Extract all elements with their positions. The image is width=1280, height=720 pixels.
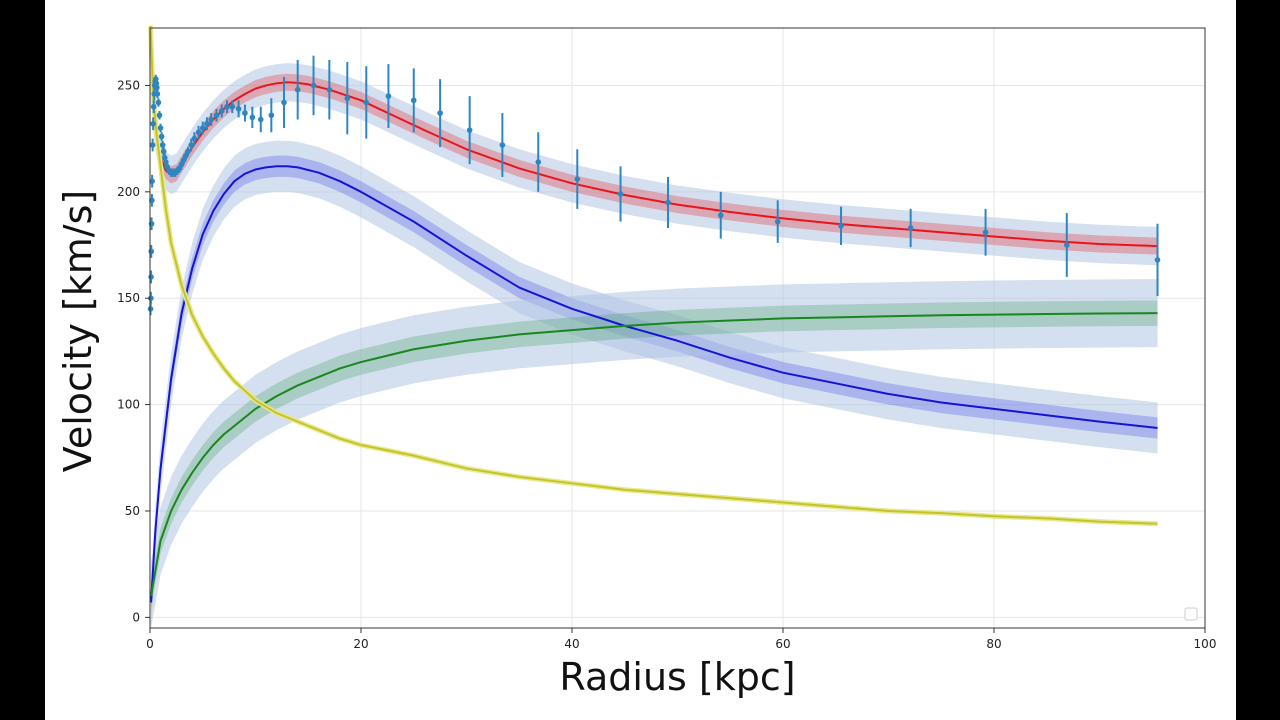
data-point [982,229,989,236]
model-curve [149,25,1158,525]
figure-frame: 0 20 40 60 80 100 0 50 100 150 200 250 Radius [kpc]… [45,0,1236,720]
data-point [229,103,236,110]
data-point [281,99,287,106]
y-tick-label: 200 [117,185,140,199]
data-point [204,120,210,127]
data-point [208,116,214,123]
data-point [437,110,443,116]
legend-box [1184,607,1198,621]
data-point [199,125,206,131]
y-tick-label: 250 [117,78,140,92]
data-point [154,84,160,91]
data-point [326,86,333,93]
data-point [156,112,163,119]
confidence-band-outer [151,279,1158,628]
data-point [154,91,161,97]
data-point [148,295,154,302]
data-point [149,142,156,148]
data-point [160,148,167,155]
data-point [150,103,157,110]
data-point [499,142,506,148]
x-tick-label: 20 [353,637,368,651]
data-point [617,191,624,197]
data-point [157,125,164,131]
data-point [257,116,264,123]
data-point [224,103,230,110]
confidence-band-inner [153,73,1158,255]
data-point [191,135,198,142]
confidence-band-outer [153,63,1158,266]
data-point [1154,257,1161,263]
data-point [665,199,671,206]
data-point [535,159,542,165]
data-point [149,178,155,184]
data-point [213,112,220,119]
confidence-band-outer [151,140,1158,628]
observed-data [147,55,1161,316]
rotation-curve-chart: 0 20 40 60 80 100 0 50 100 150 200 250 Radius [kpc]… [56,25,1216,699]
y-tick-label: 0 [132,610,140,624]
data-point [1063,242,1070,248]
data-point [158,133,165,140]
data-point [249,114,256,121]
uncertainty-bands [151,63,1158,628]
data-point [385,93,392,99]
data-point [150,120,156,127]
x-tick-label: 0 [146,637,154,651]
axis-ticks: 0 20 40 60 80 100 0 50 100 150 200 250 [117,78,1216,651]
data-point [363,99,370,106]
data-point [147,306,154,312]
x-axis-title: Radius [kpc] [559,655,795,699]
data-point [242,110,248,116]
data-point [148,248,155,255]
data-point [717,212,724,219]
y-tick-label: 100 [117,398,140,412]
data-point [148,274,154,280]
data-point [774,218,781,225]
data-point [268,112,275,119]
plot-area-border [149,27,1206,629]
data-point [185,148,191,155]
data-point [410,97,417,104]
x-tick-label: 40 [564,637,579,651]
data-point [218,108,225,114]
y-tick-label: 150 [117,291,140,305]
data-point [574,176,581,182]
model-curve [150,165,1158,603]
data-point [294,86,301,93]
data-point [195,129,202,136]
y-axis-title: Velocity [km/s] [56,190,100,472]
model-curves [148,25,1158,603]
data-point [235,106,242,112]
data-point [466,127,473,133]
x-tick-label: 100 [1194,637,1217,651]
data-point [310,82,317,89]
data-point [344,95,351,102]
y-tick-label: 50 [125,504,140,518]
data-point [907,225,914,231]
x-tick-label: 60 [775,637,790,651]
data-point [159,142,166,148]
model-curve [150,312,1158,597]
data-point [838,223,844,229]
data-point [188,142,194,148]
data-point [155,99,162,106]
x-tick-label: 80 [986,637,1001,651]
